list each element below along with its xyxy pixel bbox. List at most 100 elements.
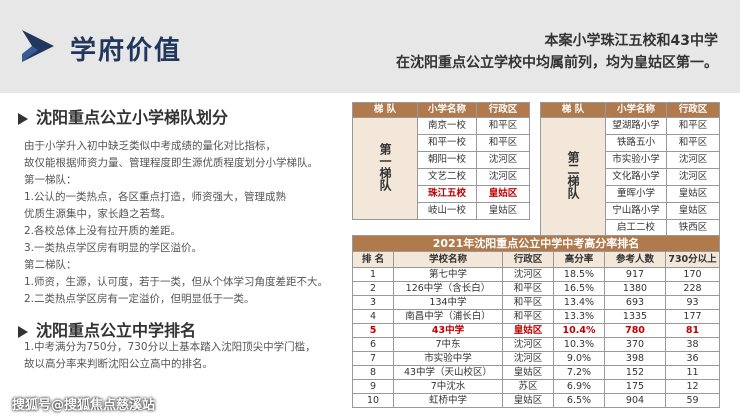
- school-name: 朝阳一校: [417, 151, 477, 169]
- above-730-count: 12: [665, 379, 720, 394]
- brand-logo-icon: [22, 30, 54, 62]
- table-row: 9 7中沈水 苏区 6.9% 175 12: [352, 379, 720, 394]
- paragraph-line: 1.公认的一类热点，各区重点打造，师资强大，管理成熟: [24, 191, 287, 203]
- district: 和平区: [502, 295, 554, 310]
- high-score-rate: 13.4%: [553, 295, 605, 310]
- ranking-rows: 1 第七中学 沈河区 18.5% 917 170 2 126中学（含长白） 和平区 16.5% 13…: [352, 267, 720, 408]
- section-title-primary-schools: 沈阳重点公立小学梯队划分: [18, 104, 228, 128]
- table-header-row: 梯 队 小学名称 行政区: [540, 102, 720, 118]
- school-name: 市实验中学: [393, 351, 503, 366]
- high-score-rate: 16.5%: [553, 281, 605, 296]
- school-name: 市实验小学: [605, 151, 667, 169]
- header-subtitle: 本案小学珠江五校和43中学 在沈阳重点公立学校中均属前列，均为皇姑区第一。: [338, 30, 718, 74]
- high-score-rate: 13.3%: [553, 309, 605, 324]
- above-730-count: 36: [665, 351, 720, 366]
- col-header: 排 名: [352, 251, 394, 268]
- col-header: 行政区: [502, 251, 554, 268]
- high-score-rate: 10.3%: [553, 337, 605, 352]
- district: 和平区: [476, 117, 530, 135]
- subtitle-line-1: 本案小学珠江五校和43中学: [544, 33, 718, 49]
- table-row: 10 虹桥中学 皇姑区 6.5% 904 59: [352, 393, 720, 408]
- col-header: 学校名称: [393, 251, 503, 268]
- watermark: 搜狐号@搜狐焦点慈溪站: [12, 398, 156, 413]
- col-header: 行政区: [476, 102, 530, 118]
- paragraph-line: 1.师资，生源，认可度，若于一类，但从个体学习角度差距不大。: [24, 276, 329, 288]
- school-name: 南昌中学（浦长白）: [393, 309, 503, 324]
- subtitle-line-2: 在沈阳重点公立学校中均属前列，均为皇姑区第一。: [396, 55, 718, 71]
- district: 沈河区: [666, 168, 720, 186]
- header-banner: 学府价值 本案小学珠江五校和43中学 在沈阳重点公立学校中均属前列，均为皇姑区第…: [0, 0, 740, 93]
- school-name: 岐山一校: [417, 202, 477, 220]
- table-row: 1 第七中学 沈河区 18.5% 917 170: [352, 267, 720, 282]
- school-name: 126中学（含长白）: [393, 281, 503, 296]
- district: 和平区: [666, 134, 720, 152]
- school-name: 南京一校: [417, 117, 477, 135]
- district: 皇姑区: [502, 365, 554, 380]
- table-row-highlighted: 5 43中学 皇姑区 10.4% 780 81: [352, 323, 720, 338]
- school-name: 童晖小学: [605, 185, 667, 203]
- high-score-rate: 6.9%: [553, 379, 605, 394]
- rank: 8: [352, 365, 394, 380]
- table-caption: 2021年沈阳重点公立中学中考高分率排名: [352, 235, 720, 252]
- paragraph-line: 1.中考满分为750分，730分以上基本踏入沈阳顶尖中学门槛，: [24, 341, 316, 353]
- above-730-count: 228: [665, 281, 720, 296]
- table-row: 3 134中学 和平区 13.4% 693 93: [352, 295, 720, 310]
- table-row: 6 7中东 沈河区 10.3% 370 38: [352, 337, 720, 352]
- school-name: 虹桥中学: [393, 393, 503, 408]
- triangle-bullet-icon: [18, 325, 28, 338]
- col-header: 高分率: [553, 251, 605, 268]
- table-row: 和平一校 和平区: [353, 134, 530, 152]
- school-name: 文艺二校: [417, 168, 477, 186]
- tier-label: 第二梯队: [540, 117, 606, 237]
- participant-count: 175: [604, 379, 666, 394]
- col-header: 730分以上: [665, 251, 720, 268]
- paragraph-line: 优质生源集中，家长趋之若骛。: [24, 208, 171, 220]
- participant-count: 398: [604, 351, 666, 366]
- table-row: 2 126中学（含长白） 和平区 16.5% 1380 228: [352, 281, 720, 296]
- tier-label-text: 第一梯队: [378, 142, 392, 191]
- school-name: 文化路小学: [605, 168, 667, 186]
- district: 沈河区: [666, 151, 720, 169]
- district: 皇姑区: [476, 202, 530, 220]
- school-name: 134中学: [393, 295, 503, 310]
- rank: 7: [352, 351, 394, 366]
- participant-count: 780: [604, 323, 666, 338]
- rank: 1: [352, 267, 394, 282]
- above-730-count: 170: [665, 267, 720, 282]
- high-score-rate: 18.5%: [553, 267, 605, 282]
- district: 皇姑区: [502, 393, 554, 408]
- participant-count: 1335: [604, 309, 666, 324]
- district: 沈河区: [476, 151, 530, 169]
- district: 和平区: [502, 281, 554, 296]
- paragraph-line: 由于小学升入初中缺乏类似中考成绩的量化对比指标，: [24, 140, 276, 152]
- high-score-rate: 6.5%: [553, 393, 605, 408]
- district: 和平区: [502, 309, 554, 324]
- rank: 6: [352, 337, 394, 352]
- table-row: 铁路五小 和平区: [541, 134, 720, 152]
- above-730-count: 38: [665, 337, 720, 352]
- page-title: 学府价值: [70, 36, 183, 66]
- paragraph-line: 第二梯队：: [24, 259, 77, 271]
- district: 和平区: [666, 117, 720, 135]
- district: 沈河区: [502, 337, 554, 352]
- rank: 3: [352, 295, 394, 310]
- paragraph-line: 故以高分率来判断沈阳公立高中的排名。: [24, 358, 213, 370]
- table-row: 7 市实验中学 沈河区 9.0% 398 36: [352, 351, 720, 366]
- table-row: 8 43中学（天山校区） 皇姑区 7.2% 152 11: [352, 365, 720, 380]
- above-730-count: 11: [665, 365, 720, 380]
- participant-count: 917: [604, 267, 666, 282]
- high-score-rate: 7.2%: [553, 365, 605, 380]
- district: 铁西区: [666, 219, 720, 237]
- rank: 5: [352, 323, 394, 338]
- table-row: 宁山路小学 皇姑区: [541, 202, 720, 220]
- above-730-count: 93: [665, 295, 720, 310]
- tier-label: 第一梯队: [352, 117, 418, 220]
- table-row: 第二梯队 望湖路小学 和平区: [540, 117, 720, 237]
- school-name: 7中沈水: [393, 379, 503, 394]
- table-row: 启工二校 铁西区: [541, 219, 720, 237]
- tier2-schools-table: 梯 队 小学名称 行政区 第二梯队 望湖路小学 和平区 铁路五小 和平区 市实验小…: [540, 102, 720, 237]
- table-row: 文艺二校 沈河区: [353, 168, 530, 186]
- school-name: 启工二校: [605, 219, 667, 237]
- district: 沈河区: [502, 267, 554, 282]
- district: 和平区: [476, 134, 530, 152]
